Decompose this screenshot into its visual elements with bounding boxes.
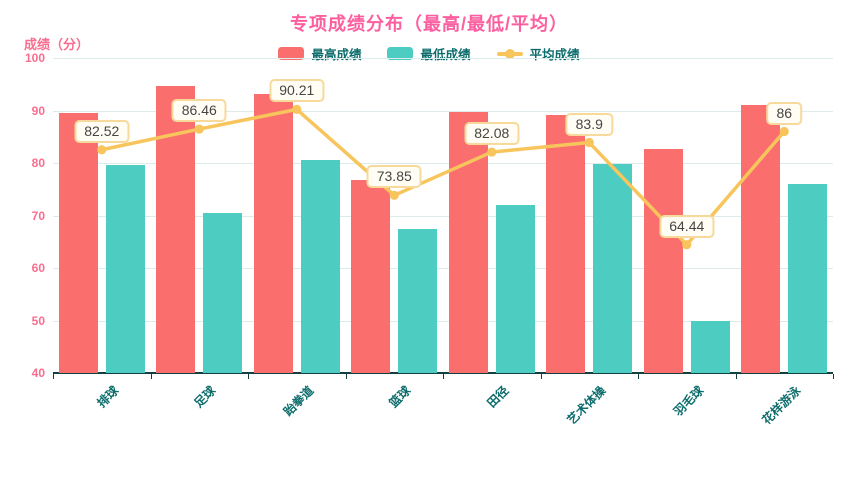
x-axis-tick [345,374,347,379]
average-value-label: 86.46 [171,99,227,123]
min-bar-艺术体操[interactable] [593,164,633,373]
gridline [53,110,833,112]
y-axis-name: 成绩（分） [24,37,90,52]
y-axis-label: 50 [31,313,45,328]
x-axis-tick [638,374,639,379]
average-value-label: 86 [766,101,803,125]
max-bar-篮球[interactable] [351,179,391,373]
y-axis-label: 70 [31,208,45,223]
gridline [53,163,833,164]
x-axis-tick [248,374,249,379]
average-point-排球[interactable] [97,145,107,155]
min-bar-足球[interactable] [203,212,243,373]
x-axis-tick [735,374,737,379]
y-axis-label: 80 [31,156,45,170]
max-bar-花样游泳[interactable] [741,105,781,373]
average-point-足球[interactable] [194,124,204,134]
x-axis-tick [540,374,542,379]
gridline [53,268,833,269]
max-bar-羽毛球[interactable] [643,148,683,373]
legend-swatch-icon [387,47,414,60]
average-value-label: 64.44 [659,214,715,238]
min-bar-羽毛球[interactable] [690,320,730,373]
x-axis-tick [443,374,444,379]
x-axis-line [53,372,833,374]
max-bar-排球[interactable] [58,113,98,373]
average-value-label: 82.52 [74,119,130,143]
average-point-田径[interactable] [487,147,497,157]
y-axis-label: 40 [31,366,45,380]
gridline [53,320,833,322]
average-value-label: 83.9 [565,112,613,136]
max-bar-跆拳道[interactable] [253,93,293,373]
gridline [53,215,833,217]
gridline [53,58,833,59]
average-point-羽毛球[interactable] [682,240,692,250]
average-point-花样游泳[interactable] [779,126,789,137]
y-axis-label: 60 [31,261,45,275]
y-axis-label: 100 [24,51,45,65]
average-point-跆拳道[interactable] [292,104,302,114]
average-value-label: 82.08 [464,122,520,146]
x-axis-tick [53,374,54,379]
average-point-篮球[interactable] [389,190,399,200]
min-bar-花样游泳[interactable] [788,184,828,373]
average-value-label: 90.21 [269,79,325,103]
chart-title: 专项成绩分布（最高/最低/平均） [289,14,568,34]
legend-line-dot [504,49,515,59]
average-point-艺术体操[interactable] [584,137,594,148]
min-bar-排球[interactable] [105,165,145,373]
min-bar-篮球[interactable] [398,228,438,373]
y-axis-label: 90 [31,103,45,118]
legend-line-icon [496,47,523,60]
min-bar-跆拳道[interactable] [300,160,340,373]
max-bar-艺术体操[interactable] [546,114,586,373]
legend-swatch-icon [278,47,305,60]
average-value-label: 73.85 [366,165,422,189]
x-axis-tick [833,374,834,379]
min-bar-田径[interactable] [495,205,535,373]
x-axis-tick [150,374,152,379]
